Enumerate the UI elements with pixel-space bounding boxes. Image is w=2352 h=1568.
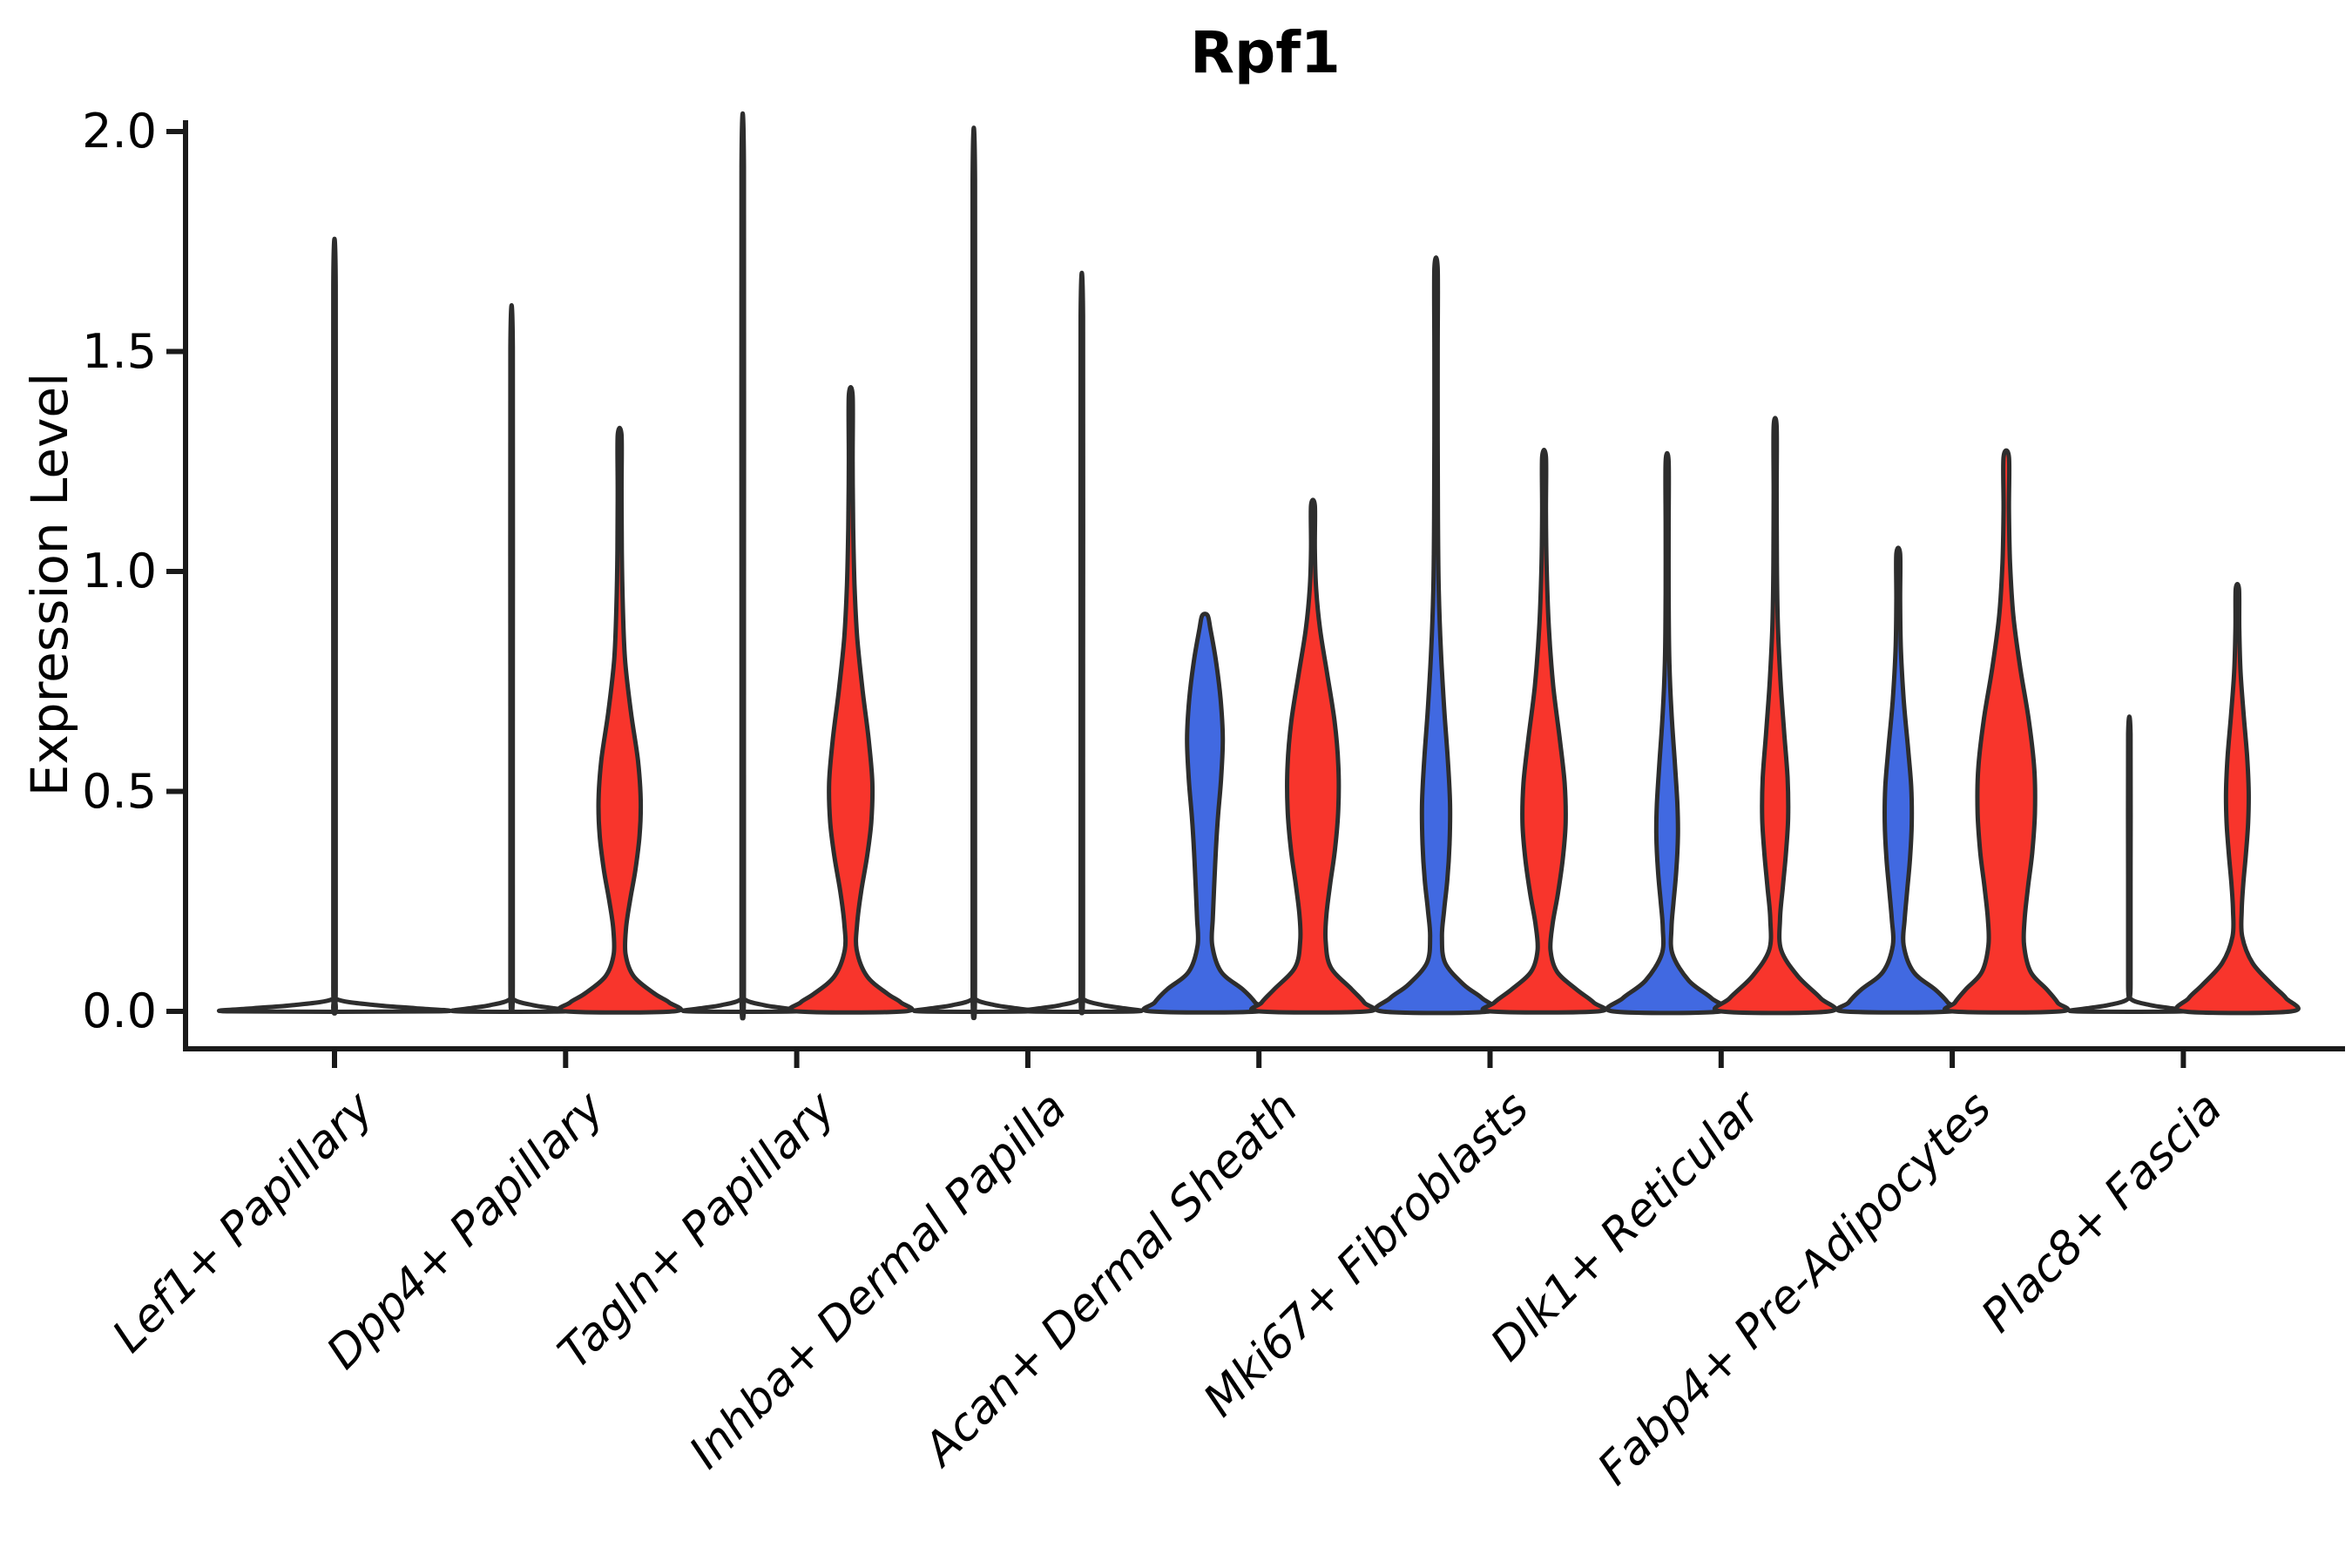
violin <box>680 112 805 1021</box>
y-tick-label: 2.0 <box>82 104 157 159</box>
violin <box>1141 612 1268 1015</box>
violin <box>217 236 452 1016</box>
y-tick-label: 1.5 <box>82 323 157 379</box>
y-tick-label: 0.0 <box>82 983 157 1038</box>
violin <box>787 385 915 1015</box>
y-tick-label: 0.5 <box>82 763 157 819</box>
violin <box>1943 448 2071 1015</box>
violin <box>1835 545 1962 1015</box>
violin <box>1712 416 1838 1016</box>
violin <box>1480 448 1608 1015</box>
violin <box>1605 450 1730 1016</box>
violin <box>2174 582 2301 1016</box>
y-tick-label: 1.0 <box>82 544 157 598</box>
chart-title: Rpf1 <box>1190 19 1341 86</box>
violin <box>911 125 1036 1021</box>
violin <box>2067 714 2192 1014</box>
violin <box>1249 497 1377 1015</box>
violin <box>449 303 574 1014</box>
violin <box>1019 270 1144 1016</box>
violin <box>556 425 683 1015</box>
violin <box>1373 255 1499 1016</box>
